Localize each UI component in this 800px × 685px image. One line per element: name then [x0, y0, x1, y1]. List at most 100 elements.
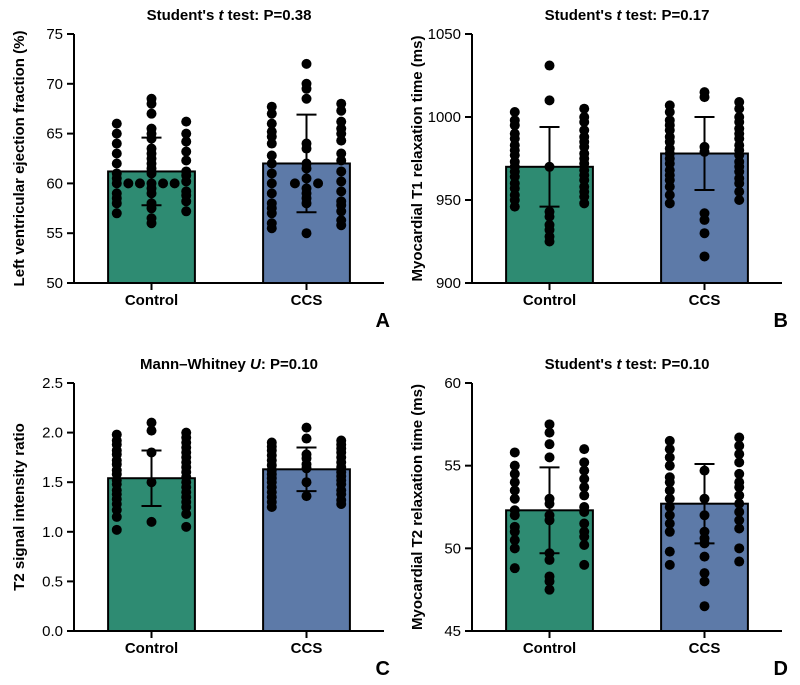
- data-point: [147, 124, 157, 134]
- data-point: [665, 547, 675, 557]
- y-tick-label: 45: [444, 623, 461, 640]
- data-point: [181, 129, 191, 139]
- y-tick-label: 1.5: [42, 474, 63, 491]
- data-point: [181, 166, 191, 176]
- panel-svg: 45505560ControlCCSStudent's t test: P=0.…: [404, 353, 794, 681]
- y-axis-label: Left ventricular ejection fraction (%): [11, 31, 28, 287]
- data-point: [665, 560, 675, 570]
- panel-svg: 0.00.51.01.52.02.5ControlCCSMann–Whitney…: [6, 353, 396, 681]
- y-tick-label: 65: [46, 126, 63, 143]
- data-point: [302, 477, 312, 487]
- y-tick-label: 2.5: [42, 375, 63, 392]
- data-point: [665, 436, 675, 446]
- data-point: [302, 173, 312, 183]
- x-category-label: CCS: [291, 640, 323, 657]
- data-point: [734, 433, 744, 443]
- data-point: [112, 525, 122, 535]
- panel-d: 45505560ControlCCSStudent's t test: P=0.…: [404, 353, 794, 681]
- chart-grid: 505560657075ControlCCSStudent's t test: …: [0, 0, 800, 685]
- panel-title: Student's t test: P=0.10: [545, 356, 710, 373]
- y-tick-label: 0.5: [42, 573, 63, 590]
- data-point: [112, 139, 122, 149]
- y-tick-label: 75: [46, 26, 63, 43]
- data-point: [147, 213, 157, 223]
- data-point: [267, 102, 277, 112]
- panel-title: Mann–Whitney U: P=0.10: [140, 356, 318, 373]
- data-point: [267, 218, 277, 228]
- data-point: [545, 510, 555, 520]
- data-point: [336, 196, 346, 206]
- data-point: [545, 95, 555, 105]
- data-point: [700, 552, 710, 562]
- data-point: [112, 158, 122, 168]
- data-point: [112, 188, 122, 198]
- data-point: [147, 178, 157, 188]
- panel-c: 0.00.51.01.52.02.5ControlCCSMann–Whitney…: [6, 353, 396, 681]
- y-tick-label: 2.0: [42, 425, 63, 442]
- data-point: [700, 251, 710, 261]
- data-point: [579, 519, 589, 529]
- data-point: [302, 183, 312, 193]
- data-point: [336, 99, 346, 109]
- data-point: [545, 452, 555, 462]
- data-point: [336, 436, 346, 446]
- panel-svg: 90095010001050ControlCCSStudent's t test…: [404, 4, 794, 333]
- y-tick-label: 50: [444, 540, 461, 557]
- data-point: [734, 97, 744, 107]
- y-tick-label: 55: [444, 458, 461, 475]
- data-point: [510, 505, 520, 515]
- data-point: [734, 543, 744, 553]
- data-point: [123, 178, 133, 188]
- data-point: [302, 94, 312, 104]
- panel-b: 90095010001050ControlCCSStudent's t test…: [404, 4, 794, 333]
- y-tick-label: 1.0: [42, 524, 63, 541]
- data-point: [302, 158, 312, 168]
- data-point: [665, 472, 675, 482]
- y-tick-label: 50: [46, 275, 63, 292]
- data-point: [147, 447, 157, 457]
- data-point: [734, 469, 744, 479]
- data-point: [267, 438, 277, 448]
- y-tick-label: 900: [436, 275, 461, 292]
- data-point: [267, 198, 277, 208]
- y-axis-label: T2 signal intensity ratio: [11, 423, 28, 591]
- data-point: [147, 198, 157, 208]
- data-point: [147, 418, 157, 428]
- data-point: [302, 423, 312, 433]
- data-point: [336, 117, 346, 127]
- data-point: [302, 79, 312, 89]
- data-point: [510, 563, 520, 573]
- panel-label: B: [774, 310, 788, 332]
- data-point: [665, 100, 675, 110]
- panel-title: Student's t test: P=0.38: [147, 7, 312, 24]
- data-point: [700, 228, 710, 238]
- panel-label: A: [376, 310, 390, 332]
- data-point: [510, 461, 520, 471]
- data-point: [336, 186, 346, 196]
- data-point: [700, 601, 710, 611]
- data-point: [302, 59, 312, 69]
- data-point: [734, 557, 744, 567]
- data-point: [313, 178, 323, 188]
- data-point: [267, 178, 277, 188]
- data-point: [545, 494, 555, 504]
- data-point: [579, 444, 589, 454]
- data-point: [336, 215, 346, 225]
- y-tick-label: 55: [46, 225, 63, 242]
- panel-title: Student's t test: P=0.17: [545, 7, 710, 24]
- data-point: [302, 139, 312, 149]
- panel-label: C: [376, 658, 390, 680]
- x-category-label: CCS: [689, 640, 721, 657]
- data-point: [336, 176, 346, 186]
- data-point: [112, 208, 122, 218]
- y-tick-label: 950: [436, 192, 461, 209]
- data-point: [336, 166, 346, 176]
- y-tick-label: 70: [46, 76, 63, 93]
- y-axis-label: Myocardial T2 relaxation time (ms): [409, 384, 426, 630]
- data-point: [579, 502, 589, 512]
- data-point: [158, 178, 168, 188]
- data-point: [700, 208, 710, 218]
- data-point: [302, 449, 312, 459]
- data-point: [290, 178, 300, 188]
- data-point: [302, 434, 312, 444]
